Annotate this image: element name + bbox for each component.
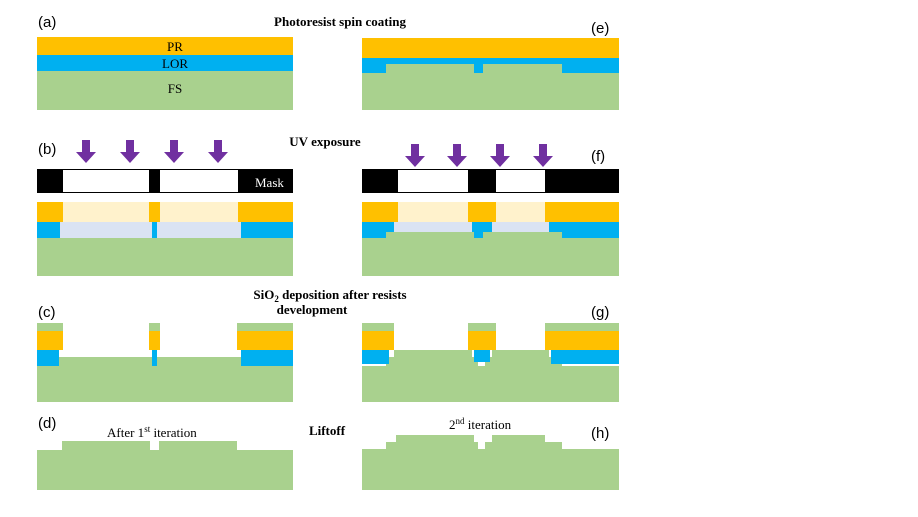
- sio2-deposit: [62, 357, 150, 366]
- panel-d: (d) After 1st iteration: [37, 415, 293, 490]
- panel-label-h: (h): [591, 425, 609, 442]
- lor-layer: [152, 350, 157, 366]
- panel-b: (b) Mask: [37, 140, 293, 276]
- step-title-sio2-deposition: SiO2 deposition after resists: [253, 287, 406, 304]
- uv-arrows: [405, 144, 553, 167]
- panel-label-g: (g): [591, 304, 609, 321]
- sio2-deposit: [159, 357, 239, 366]
- step-title-liftoff: Liftoff: [309, 423, 346, 438]
- fs-substrate-patterned: [37, 441, 293, 490]
- pr-exposed: [63, 202, 149, 222]
- sio2-cap: [237, 323, 293, 331]
- uv-arrow-icon: [490, 144, 510, 167]
- lor-exposed: [60, 222, 152, 238]
- panel-f: (f): [362, 144, 619, 276]
- iteration-2-label: 2nd iteration: [449, 416, 512, 432]
- panel-label-f: (f): [591, 148, 605, 165]
- panel-c: (c): [37, 304, 293, 402]
- uv-arrow-icon: [164, 140, 184, 163]
- pr-layer: [545, 331, 619, 350]
- pr-layer: [149, 331, 160, 350]
- pr-layer: [37, 37, 293, 55]
- lor-label: LOR: [162, 56, 188, 71]
- lor-layer: [241, 350, 293, 366]
- pr-exposed: [160, 202, 238, 222]
- pr-layer: [37, 331, 63, 350]
- panel-label-d: (d): [38, 415, 56, 432]
- sio2-cap: [362, 323, 394, 331]
- lor-layer: [551, 350, 619, 364]
- pr-exposed: [398, 202, 468, 222]
- lor-exposed: [492, 222, 549, 232]
- sio2-cap: [545, 323, 619, 331]
- uv-arrow-icon: [533, 144, 553, 167]
- mask-label: Mask: [255, 175, 284, 190]
- uv-arrow-icon: [447, 144, 467, 167]
- fs-label: FS: [168, 81, 182, 96]
- step-title-uv-exposure: UV exposure: [289, 134, 361, 149]
- pr-exposed: [496, 202, 545, 222]
- pr-layer: [362, 38, 619, 58]
- lor-layer: [362, 350, 389, 364]
- panel-label-c: (c): [38, 304, 56, 321]
- panel-e: (e): [362, 20, 619, 110]
- fs-substrate: [37, 71, 293, 110]
- mask-opening: [160, 170, 238, 192]
- pr-layer: [468, 331, 496, 350]
- sio2-cap: [149, 323, 160, 331]
- fs-substrate: [37, 238, 293, 276]
- lor-layer: [37, 350, 59, 366]
- uv-arrow-icon: [405, 144, 425, 167]
- fs-substrate-patterned: [362, 232, 619, 276]
- iteration-1-label: After 1st iteration: [107, 424, 197, 440]
- lor-layer: [474, 350, 490, 362]
- mask-opening: [398, 170, 468, 192]
- lor-layer: [37, 55, 293, 71]
- panel-h: (h) 2nd iteration: [362, 416, 619, 490]
- fs-substrate-patterned: [362, 435, 619, 490]
- pr-layer: [237, 331, 293, 350]
- uv-arrow-icon: [76, 140, 96, 163]
- panel-label-a: (a): [38, 14, 56, 31]
- uv-arrow-icon: [208, 140, 228, 163]
- lor-exposed: [394, 222, 472, 232]
- panel-a: (a) PR LOR FS: [37, 14, 293, 110]
- panel-label-b: (b): [38, 141, 56, 158]
- panel-label-e: (e): [591, 20, 609, 37]
- uv-arrows: [76, 140, 228, 163]
- pr-label: PR: [167, 39, 183, 54]
- panel-g: (g): [362, 304, 619, 402]
- lor-exposed: [157, 222, 241, 238]
- mask-opening: [496, 170, 545, 192]
- step-title-spin-coating: Photoresist spin coating: [274, 14, 406, 29]
- sio2-cap: [468, 323, 496, 331]
- mask-opening: [63, 170, 149, 192]
- uv-arrow-icon: [120, 140, 140, 163]
- pr-layer: [362, 331, 394, 350]
- fs-substrate-patterned: [362, 64, 619, 110]
- sio2-cap: [37, 323, 63, 331]
- step-title-development: development: [277, 302, 348, 317]
